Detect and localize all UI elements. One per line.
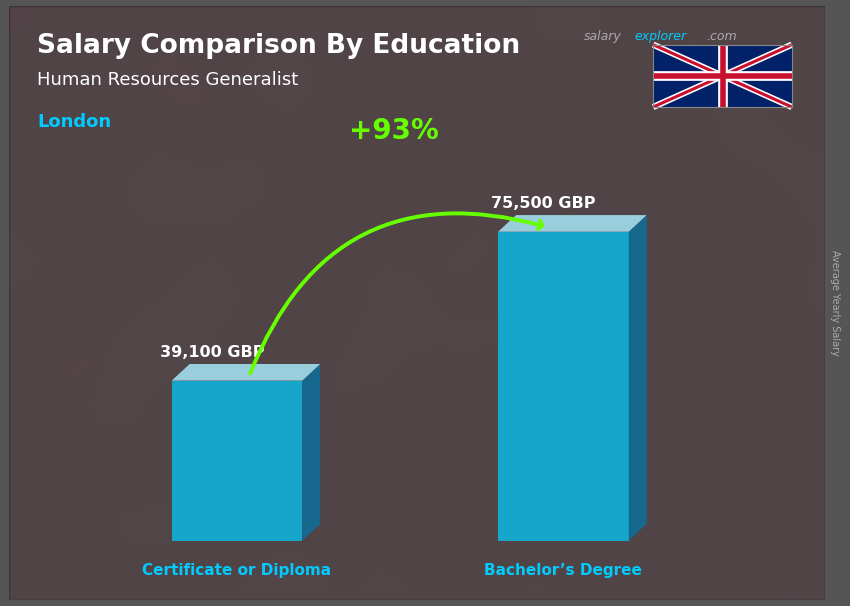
Text: .com: .com [706,30,737,43]
Text: Human Resources Generalist: Human Resources Generalist [37,72,298,90]
Text: 39,100 GBP: 39,100 GBP [161,345,264,360]
Polygon shape [629,215,647,541]
FancyBboxPatch shape [8,6,824,600]
Text: Bachelor’s Degree: Bachelor’s Degree [484,563,643,578]
Text: +93%: +93% [348,117,439,145]
Polygon shape [172,381,303,541]
Polygon shape [498,215,647,231]
Text: London: London [37,113,111,131]
FancyBboxPatch shape [653,45,792,107]
Text: explorer: explorer [634,30,687,43]
Text: salary: salary [584,30,621,43]
Polygon shape [303,364,320,541]
Text: Certificate or Diploma: Certificate or Diploma [143,563,332,578]
Polygon shape [172,364,320,381]
Text: 75,500 GBP: 75,500 GBP [490,196,595,211]
Polygon shape [498,231,629,541]
Text: Salary Comparison By Education: Salary Comparison By Education [37,33,520,59]
Text: Average Yearly Salary: Average Yearly Salary [830,250,840,356]
